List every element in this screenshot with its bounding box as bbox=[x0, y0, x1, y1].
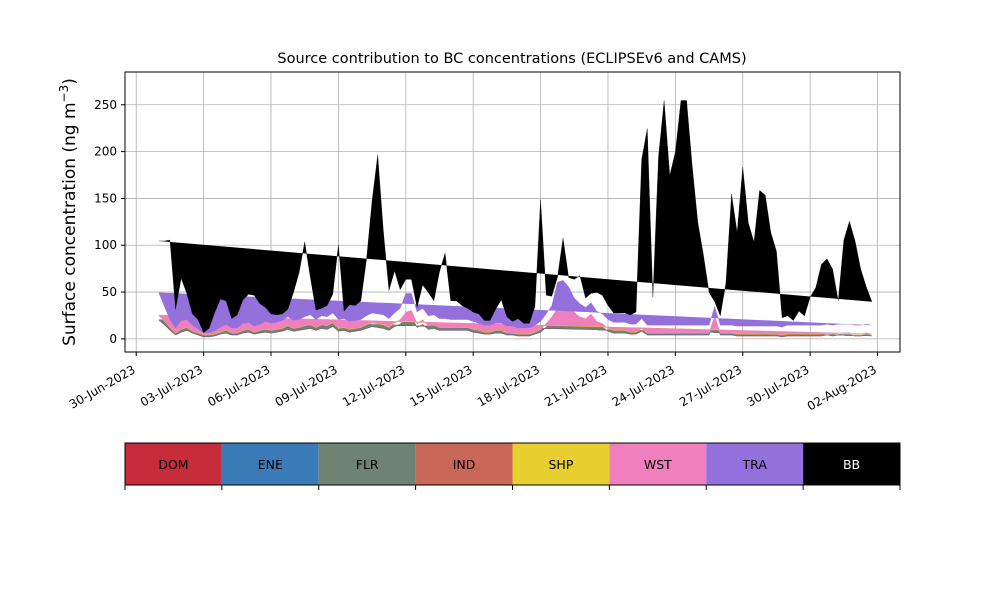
legend-label-bb: BB bbox=[843, 457, 860, 472]
x-tick-label: 15-Jul-2023 bbox=[407, 362, 474, 409]
area-series-wst bbox=[158, 300, 872, 335]
y-axis-label-close: ) bbox=[60, 78, 80, 85]
legend-label-dom: DOM bbox=[158, 457, 188, 472]
legend-swatch-ind bbox=[415, 443, 513, 485]
colorbar-legend: DOM ENE FLR IND SHP WST TRA BB bbox=[124, 442, 901, 490]
legend-label-tra: TRA bbox=[742, 457, 768, 472]
area-series-bb bbox=[158, 100, 873, 333]
legend-swatch-dom bbox=[125, 443, 222, 485]
stacked-area-series bbox=[158, 100, 873, 338]
x-axis: 30-Jun-2023 03-Jul-2023 06-Jul-2023 09-Jul-… bbox=[67, 352, 879, 413]
x-tick-label: 12-Jul-2023 bbox=[340, 362, 407, 409]
x-tick-label: 06-Jul-2023 bbox=[205, 362, 272, 409]
legend-label-flr: FLR bbox=[356, 457, 379, 472]
chart-title: Source contribution to BC concentrations… bbox=[277, 51, 746, 67]
x-tick-label: 27-Jul-2023 bbox=[677, 362, 744, 409]
legend-swatch-ene bbox=[221, 443, 319, 485]
x-tick-label: 30-Jul-2023 bbox=[744, 362, 811, 409]
legend-swatch-bb bbox=[803, 443, 900, 485]
y-tick-label: 100 bbox=[94, 238, 117, 252]
y-axis-label: Surface concentration (ng m−3) bbox=[57, 78, 80, 346]
area-series-ene bbox=[158, 308, 872, 337]
x-tick-label: 21-Jul-2023 bbox=[542, 362, 609, 409]
y-tick-label: 0 bbox=[109, 332, 117, 346]
x-tick-label: 09-Jul-2023 bbox=[273, 362, 340, 409]
legend-swatch-wst bbox=[609, 443, 707, 485]
legend-label-ene: ENE bbox=[258, 457, 283, 472]
x-tick-label: 03-Jul-2023 bbox=[138, 362, 205, 409]
legend-label-shp: SHP bbox=[549, 457, 574, 472]
y-axis-label-main: Surface concentration (ng m bbox=[60, 102, 80, 345]
y-tick-label: 50 bbox=[102, 285, 117, 299]
y-tick-label: 150 bbox=[94, 191, 117, 205]
plot-frame bbox=[124, 71, 901, 353]
y-tick-label: 250 bbox=[94, 98, 117, 112]
x-tick-label: 18-Jul-2023 bbox=[475, 362, 542, 409]
y-axis-label-superscript: −3 bbox=[57, 85, 71, 103]
y-axis: 0 50 100 150 200 250 bbox=[94, 98, 125, 346]
area-series-flr bbox=[158, 307, 872, 337]
x-tick-label: 02-Aug-2023 bbox=[805, 362, 879, 413]
legend-label-wst: WST bbox=[644, 457, 672, 472]
legend-swatch-flr bbox=[318, 443, 416, 485]
y-tick-label: 200 bbox=[94, 145, 117, 159]
legend-swatch-tra bbox=[706, 443, 804, 485]
x-tick-label: 30-Jun-2023 bbox=[67, 362, 138, 411]
x-tick-label: 24-Jul-2023 bbox=[610, 362, 677, 409]
legend-swatch-shp bbox=[512, 443, 610, 485]
legend-label-ind: IND bbox=[453, 457, 476, 472]
area-series-tra bbox=[158, 280, 872, 333]
